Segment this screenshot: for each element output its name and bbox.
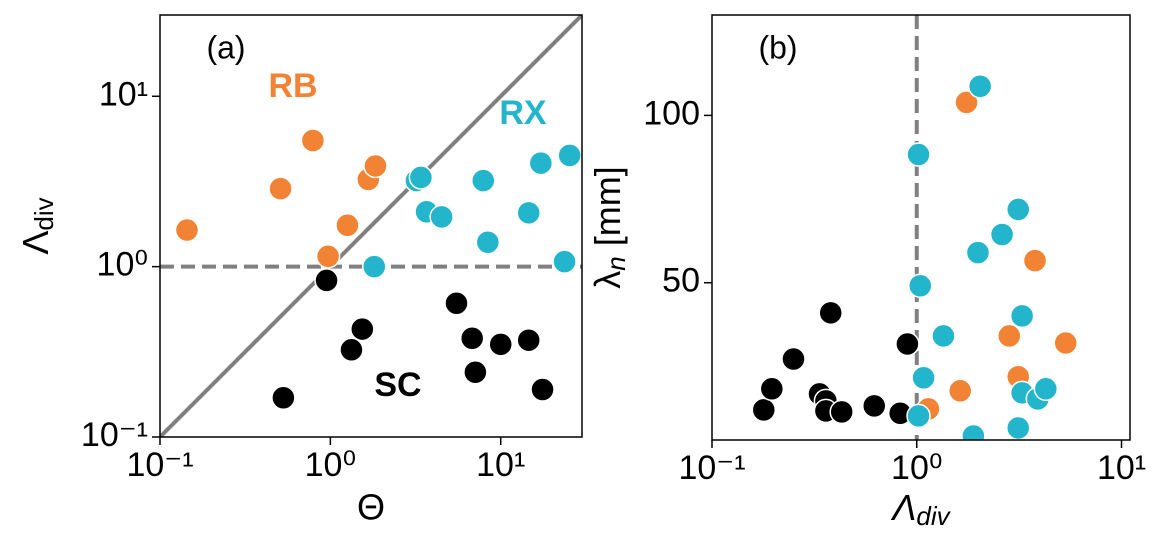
panel-label: (b) [758,29,797,65]
x-tick-label: 10¹ [476,446,525,484]
scatter-point [961,423,986,440]
scatter-point [471,168,496,193]
label-main: Λ [15,231,56,255]
scatter-point [300,128,326,153]
label-sub: div [29,197,59,230]
scatter-point [965,240,991,265]
scatter-point [751,397,777,423]
scatter-point [363,153,388,179]
label-rest: [mm] [587,166,628,256]
scatter-point [315,244,341,269]
scatter-point [516,200,541,226]
x-tick-label: 10⁻¹ [126,446,193,484]
plot-frame [711,14,1131,441]
scatter-point [954,90,979,115]
scatter-point [271,385,296,410]
axis-label: Λdiv [890,487,951,531]
scatter-point [1005,197,1031,222]
axis-label: λn [mm] [587,166,631,288]
diagonal-line [160,15,582,437]
scatter-point [781,346,806,372]
scatter-point [362,254,387,279]
scatter-point [408,165,434,190]
scatter-point [906,142,931,167]
x-tick-label: 10⁰ [305,446,356,484]
scatter-point [931,323,956,349]
scatter-point [1022,248,1048,273]
label-main: Λ [890,487,916,528]
series-annotation: RX [499,94,547,132]
scatter-point [530,377,555,402]
scatter-point [444,290,469,316]
scatter-point [862,393,887,419]
scatter-point [829,399,854,425]
scatter-point [989,222,1015,247]
scatter-point [488,332,513,357]
x-tick-label: 10⁻¹ [678,449,745,487]
scatter-point [528,150,554,176]
panel-label: (a) [206,29,245,65]
scatter-point [895,331,920,357]
scatter-point [818,300,843,326]
scatter-point [907,273,933,298]
scatter-point [557,143,582,168]
scatter-point [350,316,375,342]
scatter-point [335,212,360,238]
scatter-point [552,249,577,274]
axis-label: Θ [357,487,385,528]
scatter-point [906,403,931,429]
scatter-point [463,359,488,385]
plot-area [751,15,1078,440]
scatter-point [459,325,485,351]
scatter-point [967,74,993,99]
scatter-point [911,365,936,391]
scatter-point [1033,376,1059,402]
scatter-point [1009,303,1035,329]
scatter-point [1005,415,1031,440]
scatter-point [1053,330,1078,356]
scatter-point [997,323,1022,349]
axis-label: Λdiv [15,197,59,254]
scatter-point [759,376,785,402]
scatter-point [516,327,541,353]
y-tick-label: 50 [662,262,700,300]
y-tick-label: 10¹ [99,75,148,113]
scatter-point [314,268,339,293]
scatter-point [475,230,501,255]
x-tick-label: 10⁰ [891,449,942,487]
y-tick-label: 10⁻¹ [81,416,148,454]
scatter-point [339,337,364,363]
scatter-point [947,378,973,404]
label-sub: div [916,501,951,531]
plot-area [160,15,582,437]
plot-frame [159,14,583,438]
y-tick-label: 10⁰ [97,246,148,284]
scatter-point [268,176,293,201]
scatter-point [174,217,200,243]
y-tick-label: 100 [643,94,700,132]
series-annotation: RB [268,67,317,105]
label-main: λ [587,271,628,289]
x-tick-label: 10¹ [1097,449,1146,487]
series-annotation: SC [374,366,421,404]
label-sub: n [601,256,631,270]
scatter-point [429,204,454,230]
